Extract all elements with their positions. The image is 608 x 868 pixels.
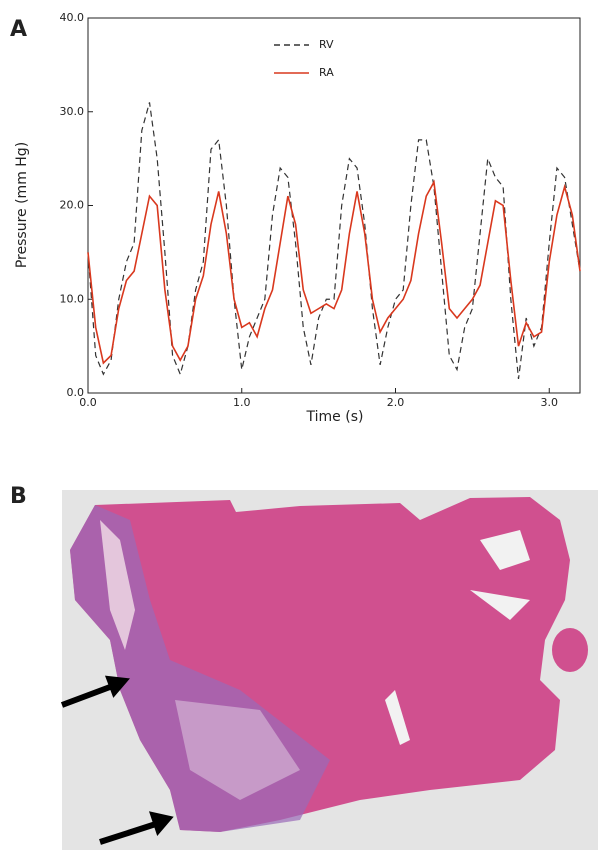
histology-image [60, 490, 598, 850]
plot-frame [87, 17, 581, 394]
tissue [552, 628, 588, 672]
y-tick-label: 40.0 [60, 11, 85, 24]
panel-label: B [10, 484, 27, 509]
arrow [60, 681, 163, 845]
data-line [87, 179, 581, 365]
legend-label: RV [319, 38, 334, 51]
tissue-gap [385, 530, 530, 745]
data-line [87, 102, 581, 380]
x-tick-label: 3.0 [541, 396, 559, 409]
x-tick-label: 2.0 [387, 396, 405, 409]
tissue-region [100, 520, 135, 650]
panel-label: A [10, 17, 27, 42]
y-tick-label: 20.0 [60, 199, 85, 212]
tissue-region [175, 700, 300, 800]
y-tick-label: 0.0 [67, 386, 85, 399]
y-axis-label: Pressure (mm Hg) [14, 142, 30, 268]
x-tick-label: 1.0 [233, 396, 251, 409]
y-tick-label: 30.0 [60, 105, 85, 118]
y-tick-label: 10.0 [60, 292, 85, 305]
legend-label: RA [319, 66, 334, 79]
x-axis-label: Time (s) [306, 409, 364, 425]
arrow-head [104, 675, 174, 836]
x-tick-label: 0.0 [79, 396, 97, 409]
